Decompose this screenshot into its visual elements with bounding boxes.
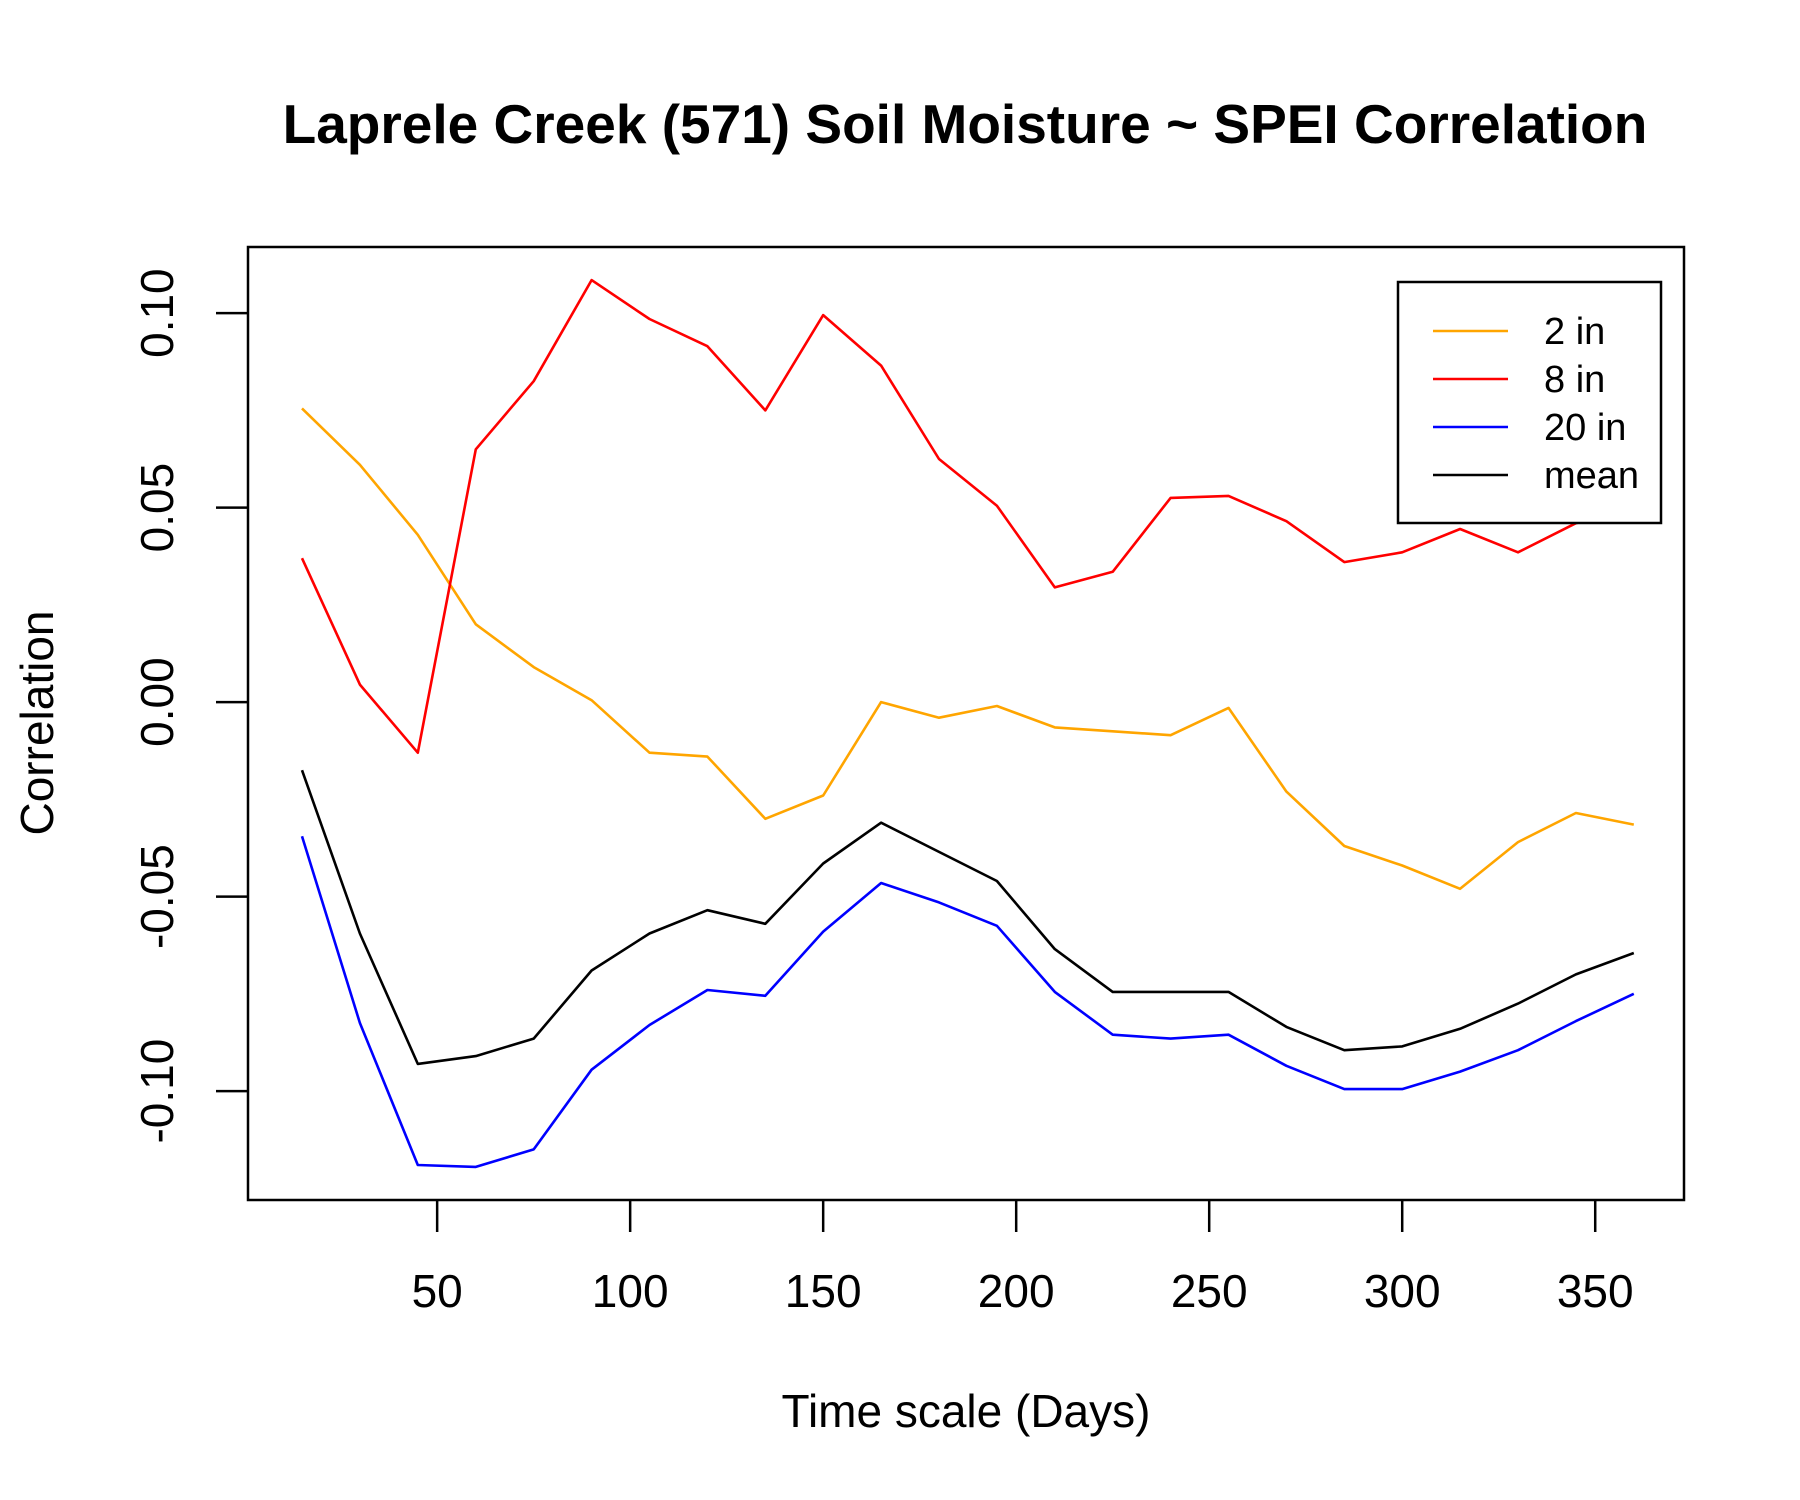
y-tick-label: -0.05 [131,844,183,949]
x-axis: 50 100 150 200 250 300 350 [412,1200,1634,1317]
legend-label: 8 in [1544,359,1605,401]
y-tick-label: -0.10 [131,1039,183,1144]
series-layer [300,278,1635,1169]
x-tick-label: 300 [1364,1265,1441,1317]
y-tick-label: 0.05 [131,463,183,553]
series-line-20-in [300,835,1635,1169]
x-tick-label: 100 [592,1265,669,1317]
x-axis-label: Time scale (Days) [782,1385,1151,1437]
legend-box [1396,280,1663,525]
series-line-2-in [301,407,1635,891]
x-tick-label: 350 [1557,1265,1634,1317]
x-tick-label: 200 [978,1265,1055,1317]
x-tick-label: 250 [1171,1265,1248,1317]
x-tick-label: 50 [412,1265,463,1317]
x-tick-label: 150 [785,1265,862,1317]
legend-label: mean [1544,455,1639,497]
legend-label: 20 in [1544,407,1626,449]
y-tick-label: 0.00 [131,657,183,747]
series-line-8-in [300,278,1635,755]
y-tick-label: 0.10 [131,268,183,358]
y-axis: -0.10 -0.05 0.00 0.05 0.10 [131,268,248,1144]
plot-frame [246,245,1686,1202]
legend: 2 in 8 in 20 in mean [1396,280,1663,525]
series-line-mean [300,769,1635,1066]
y-axis-label: Correlation [11,611,63,836]
legend-label: 2 in [1544,311,1605,353]
chart-title: Laprele Creek (571) Soil Moisture ~ SPEI… [283,93,1648,155]
